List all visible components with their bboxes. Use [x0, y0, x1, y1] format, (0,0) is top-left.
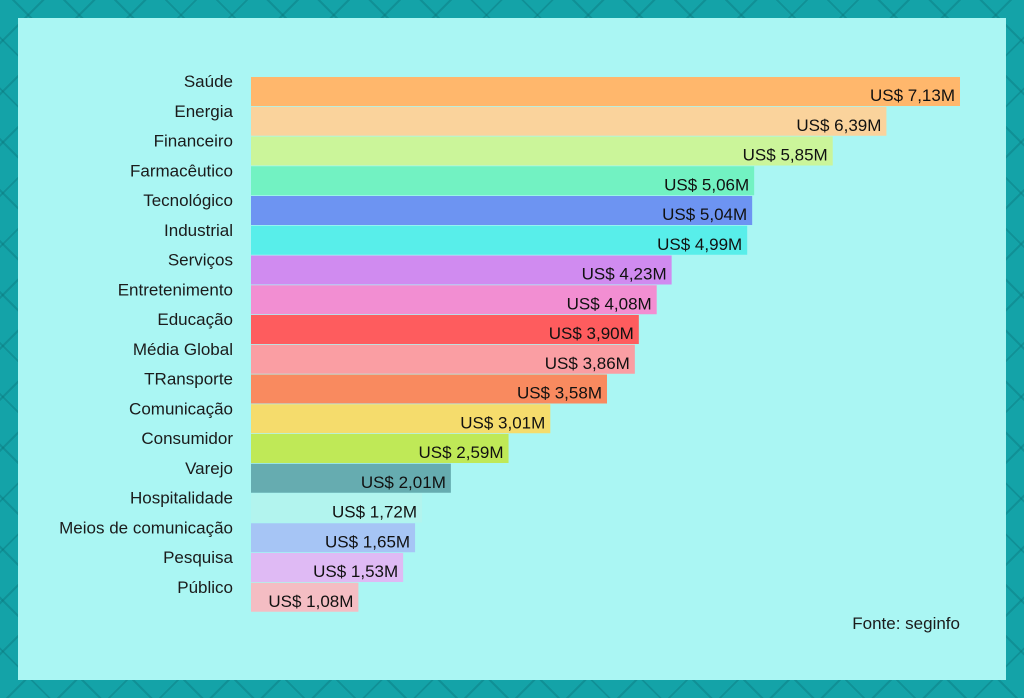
value-label: US$ 3,01M: [460, 413, 545, 432]
bar: [251, 136, 833, 166]
bar: [251, 285, 657, 315]
chart-panel: Saúde US$ 7,13M Energia US$ 6,39M Financeiro…: [18, 18, 1006, 680]
value-label: US$ 4,23M: [582, 265, 667, 284]
bar: [251, 255, 672, 285]
value-label: US$ 5,06M: [664, 175, 749, 194]
category-label: Hospitalidade: [130, 489, 233, 508]
value-label: US$ 1,53M: [313, 562, 398, 581]
category-label: TRansporte: [144, 370, 233, 389]
bar: [251, 166, 755, 196]
value-label: US$ 5,85M: [743, 146, 828, 165]
value-label: US$ 7,13M: [870, 86, 955, 105]
source-note: Fonte: seginfo: [852, 614, 960, 633]
category-label: Saúde: [184, 72, 233, 91]
value-label: US$ 4,08M: [567, 294, 652, 313]
category-label: Varejo: [185, 459, 233, 478]
category-label: Média Global: [133, 340, 233, 359]
bar: [251, 374, 607, 404]
category-label: Pesquisa: [163, 548, 233, 567]
bar: [251, 523, 416, 553]
value-label: US$ 5,04M: [662, 205, 747, 224]
bar: [251, 493, 423, 523]
value-label: US$ 3,90M: [549, 324, 634, 343]
bar: [251, 225, 748, 255]
category-label: Educação: [157, 310, 233, 329]
value-label: US$ 4,99M: [657, 235, 742, 254]
value-label: US$ 3,58M: [517, 384, 602, 403]
bar: [251, 582, 359, 612]
value-label: US$ 3,86M: [545, 354, 630, 373]
value-label: US$ 2,59M: [419, 443, 504, 462]
bar: [251, 315, 639, 344]
category-label: Público: [177, 578, 233, 597]
bar-chart: Saúde US$ 7,13M Energia US$ 6,39M Financeiro…: [59, 72, 960, 612]
category-label: Entretenimento: [118, 280, 233, 299]
bar: [251, 77, 960, 106]
category-label: Farmacêutico: [130, 161, 233, 180]
category-label: Comunicação: [129, 399, 233, 418]
value-label: US$ 6,39M: [796, 116, 881, 135]
value-label: US$ 1,72M: [332, 503, 417, 522]
bar: [251, 404, 551, 434]
value-label: US$ 1,08M: [268, 592, 353, 611]
category-label: Energia: [174, 102, 233, 121]
category-label: Financeiro: [154, 132, 233, 151]
bar: [251, 553, 404, 582]
category-label: Serviços: [168, 251, 233, 270]
category-label: Meios de comunicação: [59, 518, 233, 537]
category-label: Consumidor: [141, 429, 233, 448]
bar: [251, 434, 509, 463]
category-label: Tecnológico: [143, 191, 233, 210]
bar: [251, 344, 635, 374]
value-label: US$ 1,65M: [325, 532, 410, 551]
category-label: Industrial: [164, 221, 233, 240]
value-label: US$ 2,01M: [361, 473, 446, 492]
bar: [251, 196, 753, 225]
bar: [251, 106, 887, 136]
bar: [251, 463, 451, 493]
